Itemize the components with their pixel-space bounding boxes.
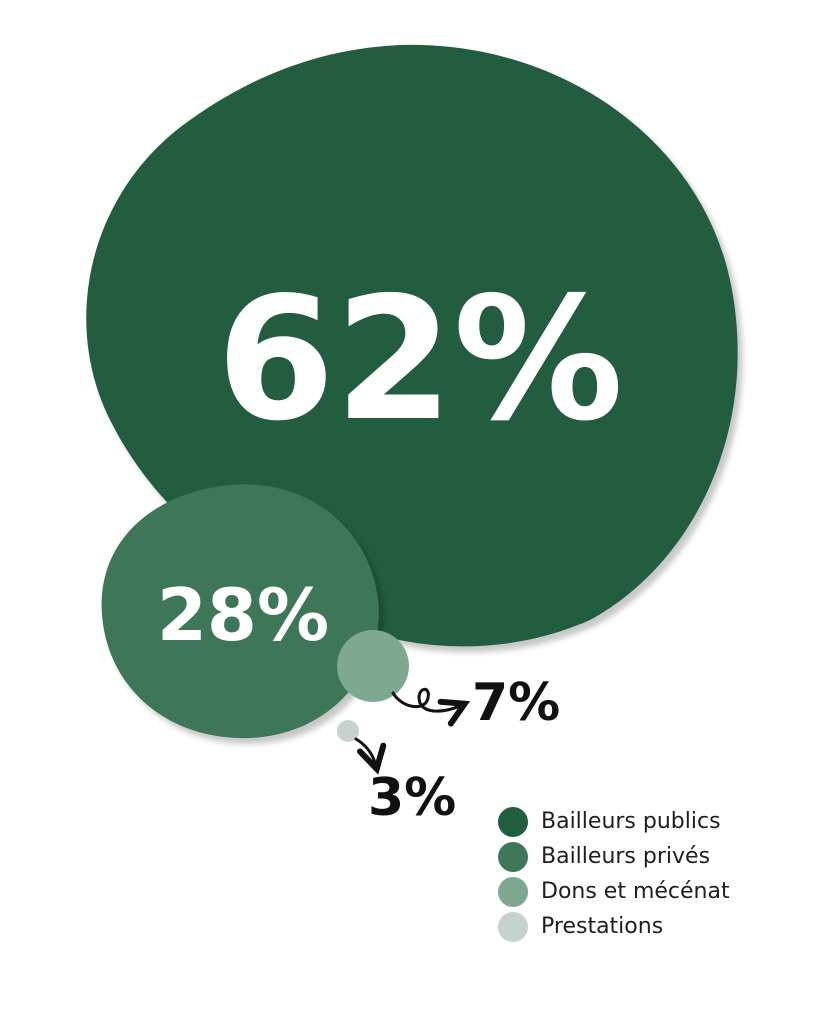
legend-item-prestations: Prestations — [498, 909, 730, 944]
legend-label: Bailleurs privés — [541, 844, 711, 869]
bubble-prestations — [337, 720, 359, 742]
bubble-bailleurs-prives — [101, 484, 379, 739]
legend-swatch — [498, 911, 528, 942]
legend-swatch — [498, 841, 528, 872]
arrow-prestations — [354, 737, 376, 766]
data-label-bailleurs-publics: 62% — [217, 261, 624, 459]
data-label-dons-et-mecenat: 7% — [472, 673, 560, 733]
legend-swatch — [498, 876, 528, 907]
legend-label: Dons et mécénat — [541, 879, 730, 904]
data-label-prestations: 3% — [368, 768, 456, 828]
legend-label: Bailleurs publics — [541, 809, 721, 834]
legend-item-dons-et-mecenat: Dons et mécénat — [498, 874, 730, 909]
bubble-dons-et-mecenat — [337, 630, 409, 702]
legend-swatch — [498, 806, 528, 837]
arrow-dons-et-mecenat — [391, 687, 462, 711]
legend-item-bailleurs-prives: Bailleurs privés — [498, 839, 730, 874]
legend: Bailleurs publics Bailleurs privés Dons … — [498, 804, 730, 944]
legend-label: Prestations — [541, 914, 664, 939]
legend-item-bailleurs-publics: Bailleurs publics — [498, 804, 730, 839]
data-label-bailleurs-prives: 28% — [157, 573, 329, 657]
